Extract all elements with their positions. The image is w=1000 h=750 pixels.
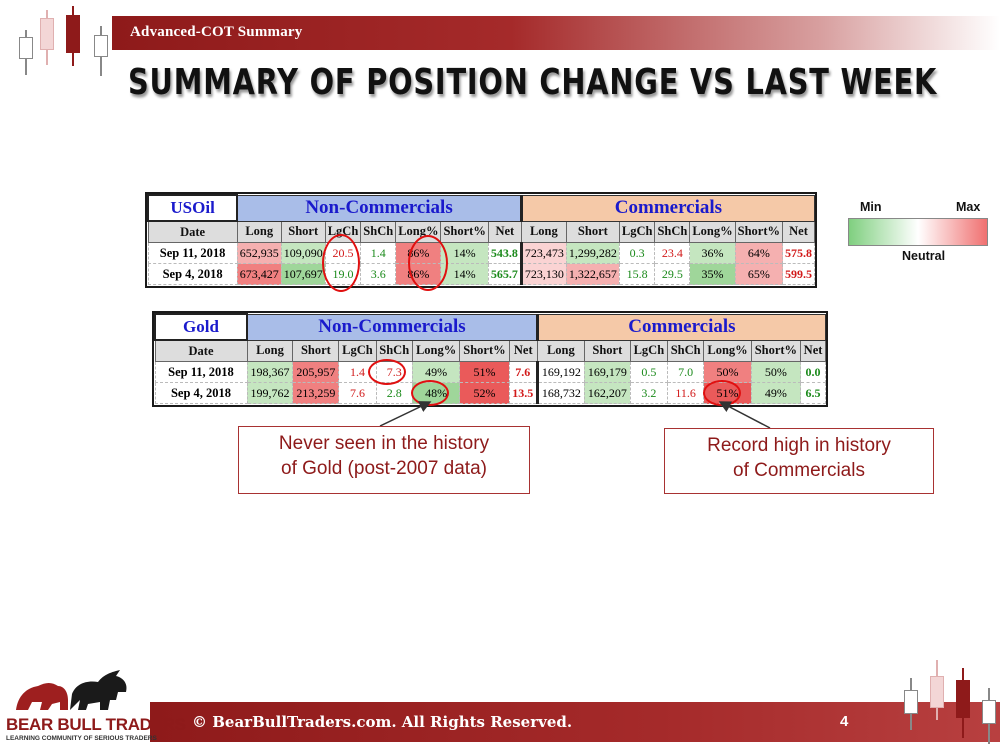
col-long-pct: Long%: [703, 339, 752, 362]
arrow-left: [379, 401, 432, 427]
gold-table-frame: [152, 311, 828, 407]
usoil-table-frame: [145, 192, 817, 288]
col-date: Date: [147, 220, 238, 243]
col-short: Short: [292, 339, 340, 362]
arrow-right: [718, 401, 771, 429]
cell: 1,322,657: [565, 263, 620, 285]
highlight-circle: [408, 235, 448, 291]
cell: 213,259: [292, 382, 340, 404]
cell: 14%: [440, 263, 489, 285]
cell: 169,179: [583, 361, 631, 383]
table-row: Sep 4, 2018 199,762 213,259 7.6 2.8 48% …: [154, 382, 826, 404]
cell: 599.5: [782, 263, 815, 285]
column-header-row: Date Long Short LgCh ShCh Long% Short% N…: [154, 339, 826, 362]
logo-name: BEAR BULL TRADERS: [6, 715, 186, 734]
cell: 50%: [703, 361, 752, 383]
col-short-pct: Short%: [734, 220, 784, 243]
comm-header: Commercials: [535, 313, 827, 341]
cell: 52%: [459, 382, 510, 404]
cell: 198,367: [246, 361, 294, 383]
highlight-circle: [368, 359, 406, 385]
col-shch: ShCh: [375, 339, 413, 362]
col-lgch: LgCh: [338, 339, 377, 362]
legend-neutral: Neutral: [902, 249, 946, 263]
cell: 6.5: [800, 382, 826, 404]
callout-line: Never seen in the history: [278, 433, 490, 454]
asset-name: Gold: [154, 313, 248, 341]
cell: 1,299,282: [565, 242, 620, 264]
cell: 169,192: [535, 361, 585, 383]
legend-max: Max: [956, 200, 981, 214]
row-date: Sep 4, 2018: [154, 382, 248, 404]
cell: 107,697: [280, 263, 326, 285]
callout-gold-history: Never seen in the history of Gold (post-…: [238, 426, 530, 494]
cell: 50%: [750, 361, 802, 383]
cell: 49%: [411, 361, 461, 383]
col-lgch: LgCh: [629, 339, 668, 362]
footer-bar: [150, 702, 1000, 742]
col-long: Long: [236, 220, 282, 243]
cell: 11.6: [666, 382, 705, 404]
cell: 13.5: [508, 382, 538, 404]
legend-min: Min: [860, 200, 882, 214]
cell: 36%: [689, 242, 736, 264]
header-label: Advanced-COT Summary: [130, 24, 303, 40]
header-bar: [112, 16, 1000, 50]
cell: 199,762: [246, 382, 294, 404]
cell: 168,732: [535, 382, 585, 404]
col-short-pct: Short%: [750, 339, 802, 362]
column-header-row: Date Long Short LgCh ShCh Long% Short% N…: [147, 220, 815, 243]
cell: 23.4: [654, 242, 691, 264]
cell: 7.6: [338, 382, 377, 404]
cell: 1.4: [338, 361, 377, 383]
bear-bull-logo-icon: [16, 670, 127, 710]
col-net: Net: [782, 220, 815, 243]
col-short-pct: Short%: [440, 220, 489, 243]
cell: 109,090: [280, 242, 326, 264]
cell: 3.2: [629, 382, 668, 404]
cell: 1.4: [360, 242, 397, 264]
callout-commercials-record: Record high in history of Commercials: [664, 428, 934, 494]
gold-table: Gold Non-Commercials Commercials Date Lo…: [154, 313, 827, 404]
cell: 575.8: [782, 242, 815, 264]
cell: 162,207: [583, 382, 631, 404]
slide-title: Summary of Position Change vs Last Week: [128, 62, 938, 103]
page-number: 4: [840, 713, 849, 730]
cell: 29.5: [654, 263, 691, 285]
col-date: Date: [154, 339, 248, 362]
callout-line: Record high in history: [707, 435, 891, 456]
row-date: Sep 4, 2018: [147, 263, 238, 285]
col-shch: ShCh: [654, 220, 691, 243]
col-net: Net: [508, 339, 538, 362]
cell: 35%: [689, 263, 736, 285]
col-long-pct: Long%: [411, 339, 461, 362]
cell: 49%: [750, 382, 802, 404]
col-shch: ShCh: [666, 339, 705, 362]
cell: 0.0: [800, 361, 826, 383]
cell: 205,957: [292, 361, 340, 383]
col-short: Short: [583, 339, 631, 362]
highlight-circle: [322, 234, 360, 292]
callout-line: of Gold (post-2007 data): [281, 458, 487, 479]
cell: 65%: [734, 263, 784, 285]
logo-tagline: LEARNING COMMUNITY OF SERIOUS TRADERS: [6, 735, 157, 742]
legend-gradient: [848, 218, 988, 246]
cell: 565.7: [487, 263, 522, 285]
comm-header: Commercials: [519, 194, 816, 222]
noncomm-header: Non-Commercials: [246, 313, 538, 341]
footer-copyright: © BearBullTraders.com. All Rights Reserv…: [192, 713, 573, 731]
cell: 673,427: [236, 263, 282, 285]
cell: 723,130: [519, 263, 567, 285]
cell: 7.0: [666, 361, 705, 383]
noncomm-header: Non-Commercials: [236, 194, 522, 222]
callout-line: of Commercials: [733, 460, 865, 481]
asset-name: USOil: [146, 194, 239, 222]
